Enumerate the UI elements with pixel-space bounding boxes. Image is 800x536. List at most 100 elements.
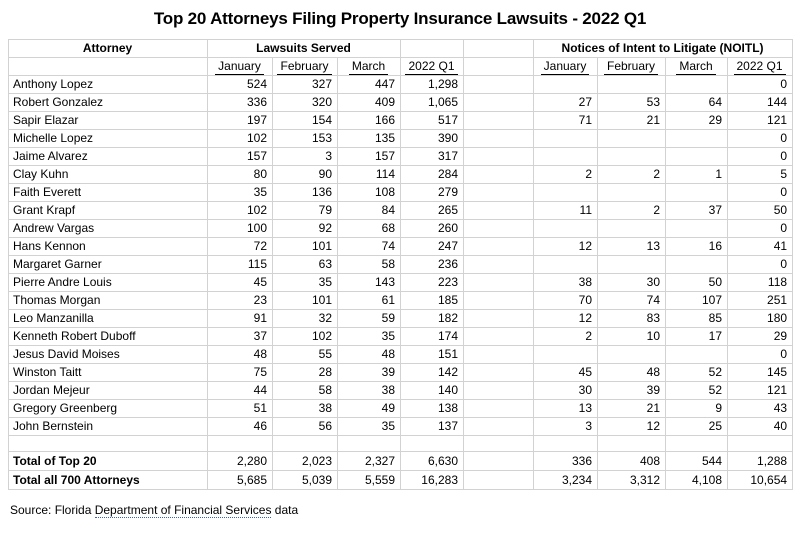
- value-cell: 336: [533, 451, 598, 471]
- value-cell: [533, 129, 598, 148]
- attorney-name: Faith Everett: [8, 183, 208, 202]
- table-row: Grant Krapf 102 79 84 265 11 2 37 50: [8, 201, 794, 220]
- value-cell: 48: [207, 345, 273, 364]
- value-cell: 4,108: [665, 470, 728, 490]
- value-cell: 114: [337, 165, 401, 184]
- value-cell: 180: [726, 309, 794, 328]
- value-cell: 44: [207, 381, 273, 400]
- value-cell: 320: [272, 93, 338, 112]
- value-cell: 46: [207, 417, 273, 436]
- value-cell: [665, 255, 728, 274]
- table-body: Anthony Lopez 524 327 447 1,298 0 Robert…: [8, 75, 794, 436]
- value-cell: 83: [597, 309, 666, 328]
- blank-row: [8, 435, 794, 452]
- value-cell: 2: [533, 327, 598, 346]
- table-row: Winston Taitt 75 28 39 142 45 48 52 145: [8, 363, 794, 382]
- header-noitl-february: February: [597, 57, 666, 76]
- value-cell: 524: [207, 75, 273, 94]
- source-link[interactable]: Department of Financial Services: [94, 503, 272, 518]
- value-cell: 56: [272, 417, 338, 436]
- blank-cell: [533, 435, 598, 452]
- value-cell: 223: [400, 273, 464, 292]
- value-cell: 1,288: [726, 451, 794, 471]
- header-noitl: Notices of Intent to Litigate (NOITL): [532, 39, 794, 58]
- header-lawsuits-q1: 2022 Q1: [400, 57, 464, 76]
- value-cell: 43: [726, 399, 794, 418]
- value-cell: [597, 219, 666, 238]
- blank-cell: [8, 435, 208, 452]
- attorney-name: Kenneth Robert Duboff: [8, 327, 208, 346]
- table-row: Gregory Greenberg 51 38 49 138 13 21 9 4…: [8, 399, 794, 418]
- value-cell: 327: [272, 75, 338, 94]
- value-cell: 27: [533, 93, 598, 112]
- value-cell: 61: [337, 291, 401, 310]
- table-row: Hans Kennon 72 101 74 247 12 13 16 41: [8, 237, 794, 256]
- value-cell: 16: [665, 237, 728, 256]
- value-cell: 53: [597, 93, 666, 112]
- value-cell: 137: [400, 417, 464, 436]
- source-suffix: data: [271, 503, 299, 517]
- value-cell: 40: [726, 417, 794, 436]
- value-cell: 2: [533, 165, 598, 184]
- value-cell: 58: [272, 381, 338, 400]
- value-cell: 390: [400, 129, 464, 148]
- attorney-name: Jordan Mejeur: [8, 381, 208, 400]
- value-cell: 49: [337, 399, 401, 418]
- value-cell: 143: [337, 273, 401, 292]
- value-cell: 408: [597, 451, 666, 471]
- group-header-row: Attorney Lawsuits Served Notices of Inte…: [8, 39, 794, 58]
- value-cell: 153: [272, 129, 338, 148]
- value-cell: 37: [665, 201, 728, 220]
- gap-cell: [463, 147, 534, 166]
- blank-cell: [207, 435, 273, 452]
- value-cell: 166: [337, 111, 401, 130]
- attorney-name: Grant Krapf: [8, 201, 208, 220]
- header-gap: [463, 57, 534, 76]
- month-label: March: [348, 59, 389, 75]
- value-cell: [597, 129, 666, 148]
- table-row: Thomas Morgan 23 101 61 185 70 74 107 25…: [8, 291, 794, 310]
- value-cell: 5,685: [207, 470, 273, 490]
- value-cell: 517: [400, 111, 464, 130]
- value-cell: 144: [726, 93, 794, 112]
- table-row: Jordan Mejeur 44 58 38 140 30 39 52 121: [8, 381, 794, 400]
- value-cell: 102: [207, 201, 273, 220]
- attorney-name: Anthony Lopez: [8, 75, 208, 94]
- total-row: Total of Top 20 2,280 2,023 2,327 6,630 …: [8, 451, 794, 471]
- value-cell: 0: [726, 255, 794, 274]
- gap-cell: [463, 219, 534, 238]
- value-cell: 544: [665, 451, 728, 471]
- gap-cell: [463, 273, 534, 292]
- value-cell: 30: [597, 273, 666, 292]
- month-label: 2022 Q1: [405, 59, 458, 75]
- attorney-name: Leo Manzanilla: [8, 309, 208, 328]
- spacer-body: [8, 435, 794, 452]
- header-lawsuits-february: February: [272, 57, 338, 76]
- attorney-name: Gregory Greenberg: [8, 399, 208, 418]
- value-cell: 35: [337, 417, 401, 436]
- value-cell: 3: [533, 417, 598, 436]
- month-label: 2022 Q1: [733, 59, 786, 75]
- value-cell: 100: [207, 219, 273, 238]
- value-cell: 6,630: [400, 451, 464, 471]
- attorney-name: Andrew Vargas: [8, 219, 208, 238]
- value-cell: 11: [533, 201, 598, 220]
- value-cell: 32: [272, 309, 338, 328]
- header-noitl-q1: 2022 Q1: [726, 57, 794, 76]
- value-cell: 23: [207, 291, 273, 310]
- value-cell: [597, 255, 666, 274]
- attorney-name: Pierre Andre Louis: [8, 273, 208, 292]
- attorney-name: Margaret Garner: [8, 255, 208, 274]
- gap-cell: [463, 291, 534, 310]
- attorney-name: Clay Kuhn: [8, 165, 208, 184]
- value-cell: 50: [726, 201, 794, 220]
- value-cell: [665, 75, 728, 94]
- value-cell: 279: [400, 183, 464, 202]
- value-cell: 102: [272, 327, 338, 346]
- value-cell: 74: [337, 237, 401, 256]
- value-cell: 151: [400, 345, 464, 364]
- attorney-name: Jaime Alvarez: [8, 147, 208, 166]
- value-cell: 2,327: [337, 451, 401, 471]
- header-gap: [463, 39, 534, 58]
